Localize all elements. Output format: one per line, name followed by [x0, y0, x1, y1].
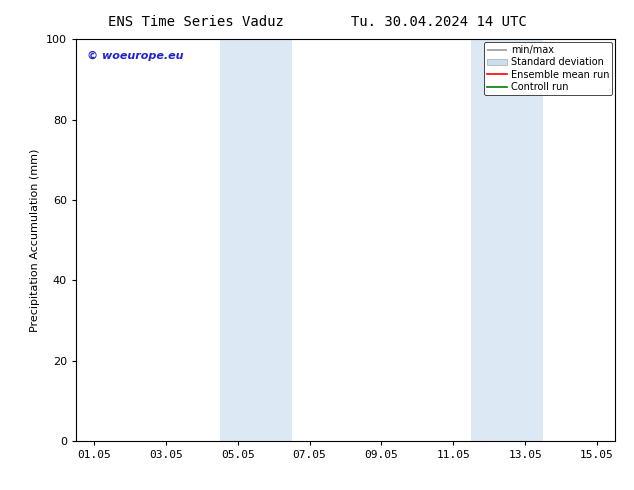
Legend: min/max, Standard deviation, Ensemble mean run, Controll run: min/max, Standard deviation, Ensemble me…	[484, 42, 612, 95]
Text: ENS Time Series Vaduz        Tu. 30.04.2024 14 UTC: ENS Time Series Vaduz Tu. 30.04.2024 14 …	[108, 15, 526, 29]
Bar	[471, 39, 543, 441]
Text: © woeurope.eu: © woeurope.eu	[87, 51, 183, 61]
Bar	[220, 39, 292, 441]
Y-axis label: Precipitation Accumulation (mm): Precipitation Accumulation (mm)	[30, 148, 41, 332]
